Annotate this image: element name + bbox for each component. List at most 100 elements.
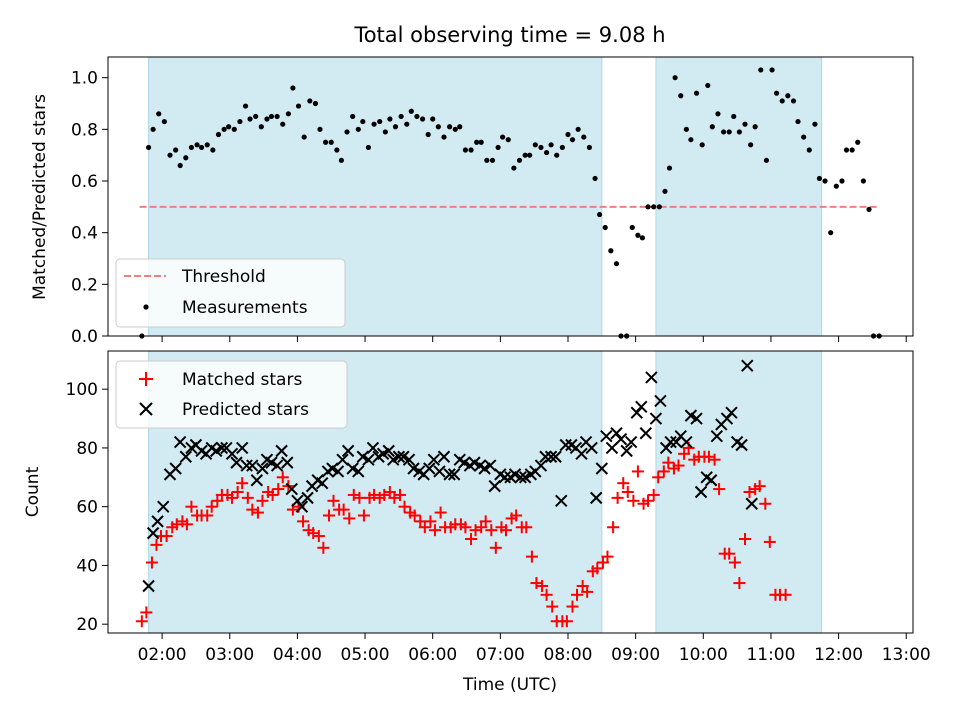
matched-star-point <box>368 488 381 501</box>
predicted-star-point <box>433 465 446 478</box>
matched-star-point <box>276 471 289 484</box>
measurement-point <box>795 118 801 125</box>
figure-title: Total observing time = 9.08 h <box>353 23 665 47</box>
matched-star-point <box>520 521 533 534</box>
predicted-star-point <box>316 476 329 490</box>
measurement-point <box>161 118 167 125</box>
predicted-star-point <box>423 462 436 475</box>
matched-star-point <box>617 477 630 490</box>
matched-star-point <box>591 562 604 575</box>
measurement-point <box>779 98 785 104</box>
measurement-point <box>645 204 651 210</box>
measurement-point <box>268 113 275 120</box>
matched-star-point <box>469 524 482 537</box>
matched-star-point <box>337 503 350 516</box>
x-tick-label: 03:00 <box>205 645 254 665</box>
measurement-point <box>720 129 727 135</box>
measurement-point <box>484 157 490 163</box>
x-tick-label: 09:00 <box>611 645 660 665</box>
measurement-point <box>569 137 576 143</box>
measurement-point <box>360 118 366 125</box>
x-tick-label: 12:00 <box>814 645 863 665</box>
measurement-point <box>253 113 259 120</box>
x-tick-label: 04:00 <box>273 645 322 665</box>
measurement-point <box>742 121 748 127</box>
predicted-star-point <box>614 432 628 446</box>
measurement-point <box>183 155 189 161</box>
matched-star-point <box>312 530 325 543</box>
measurement-point <box>295 103 302 109</box>
measurement-point <box>462 147 469 153</box>
measurement-point <box>322 139 329 145</box>
y-tick-label: 1.0 <box>71 69 98 89</box>
measurement-point <box>705 82 711 89</box>
measurement-point <box>527 152 533 158</box>
measurement-point <box>392 124 399 130</box>
matched-star-point <box>581 585 594 598</box>
matched-star-point <box>566 600 579 613</box>
predicted-legend-swatch <box>139 402 153 416</box>
top-legend-box <box>115 258 346 328</box>
predicted-star-point <box>635 400 648 414</box>
measurement-point <box>264 116 270 122</box>
matched-star-point <box>266 488 279 501</box>
x-tick-label: 07:00 <box>476 645 525 665</box>
matched-star-point <box>560 615 573 628</box>
matched-star-point <box>378 488 391 501</box>
measurement-point <box>699 142 705 148</box>
measurements-legend-label: Measurements <box>182 298 308 318</box>
predicted-star-point <box>215 441 229 455</box>
predicted-star-point <box>270 459 284 472</box>
matched-star-point <box>525 550 538 563</box>
matched-star-point <box>135 615 148 628</box>
predicted-star-point <box>250 474 264 487</box>
measurement-point <box>371 121 377 127</box>
predicted-star-point <box>680 435 693 449</box>
matched-star-point <box>662 456 675 469</box>
measurement-point <box>231 126 237 132</box>
predicted-star-point <box>437 450 451 463</box>
measurement-point <box>516 157 523 163</box>
predicted-star-point <box>639 427 653 440</box>
predicted-star-point <box>443 468 456 481</box>
predicted-star-point <box>645 371 658 384</box>
predicted-star-point <box>690 412 703 425</box>
predicted-star-point <box>402 453 416 466</box>
predicted-star-point <box>735 438 748 452</box>
predicted-star-point <box>341 444 355 458</box>
measurement-point <box>678 93 684 99</box>
predicted-star-point <box>246 459 259 472</box>
predicted-star-point <box>488 479 501 493</box>
predicted-star-point <box>575 447 588 461</box>
measurement-point <box>715 111 721 117</box>
matched-star-point <box>185 500 198 513</box>
measurement-point <box>586 144 593 151</box>
predicted-star-point <box>741 359 754 372</box>
matched-star-point <box>627 494 640 507</box>
measurement-point <box>693 90 700 96</box>
bottom-y-ticks: 20 40 60 80 100 <box>66 380 108 635</box>
predicted-star-point <box>514 471 527 484</box>
measurement-point <box>748 142 754 148</box>
measurement-point <box>581 134 587 140</box>
measurement-point <box>452 126 458 132</box>
predicted-star-point <box>654 394 667 408</box>
measurement-point <box>425 131 431 138</box>
matched-star-point <box>180 518 193 531</box>
top-plot-frame <box>107 56 914 337</box>
matched-star-point <box>642 494 655 507</box>
predicted-star-point <box>169 462 182 475</box>
matched-star-point <box>530 577 543 590</box>
measurement-point <box>167 152 173 158</box>
matched-star-point <box>657 465 670 478</box>
matched-star-point <box>241 491 254 504</box>
matched-star-point <box>647 488 660 501</box>
predicted-star-point <box>295 500 309 513</box>
measurement-point <box>662 188 668 194</box>
matched-star-point <box>621 486 634 498</box>
measurement-point <box>822 178 828 184</box>
measurement-point <box>849 147 855 153</box>
matched-star-point <box>428 524 441 537</box>
measurement-point <box>355 126 361 132</box>
predicted-star-point <box>362 453 375 466</box>
